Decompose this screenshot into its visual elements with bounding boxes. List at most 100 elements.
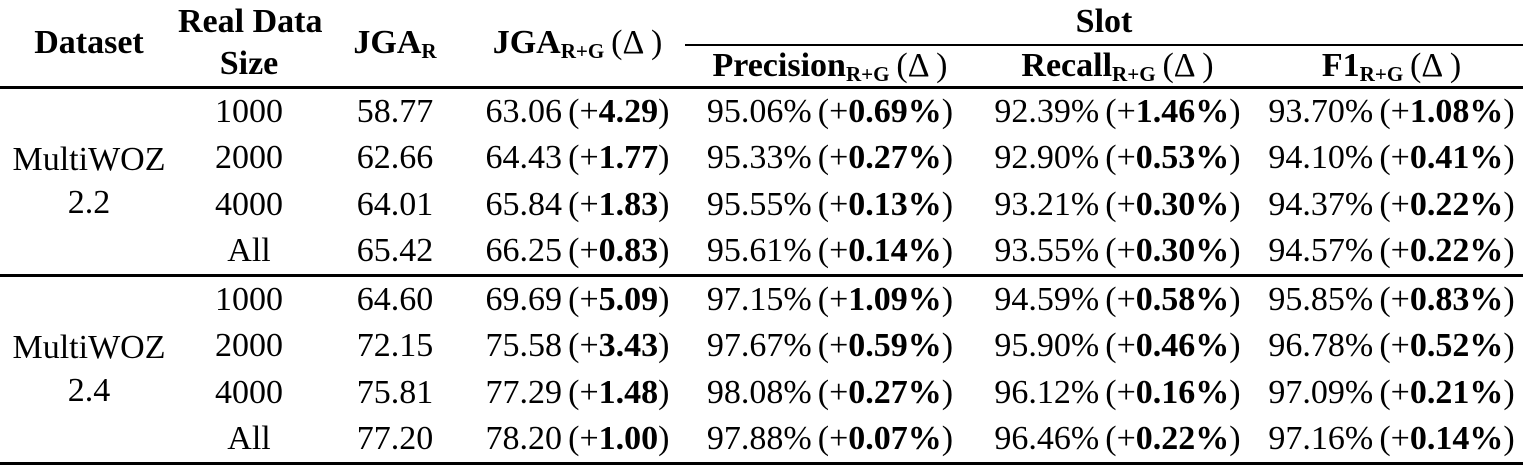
f1-cell-value: 97.16%	[1268, 420, 1374, 458]
jga-rg-cell-delta: 4.29	[598, 92, 659, 130]
f1-cell-delta: 0.22%	[1409, 186, 1504, 224]
precision-cell-close: )	[941, 327, 954, 365]
col-group-header-slot: Slot	[685, 0, 1523, 46]
f1-cell-delta: 0.21%	[1409, 374, 1504, 412]
precision-label: Precision	[712, 47, 846, 84]
recall-cell-open: (+	[1105, 92, 1136, 130]
f1-cell-open: (+	[1379, 327, 1410, 365]
jga-r-cell: 62.66	[356, 139, 434, 177]
col-header-precision: PrecisionR+G (Δ )	[685, 45, 975, 90]
recall-cell-open: (+	[1105, 232, 1136, 270]
recall-cell-open: (+	[1105, 280, 1136, 318]
jga-rg-cell: 69.69 (+5.09)	[470, 274, 685, 323]
recall-cell-close: )	[1229, 232, 1241, 270]
jga-r-cell: 58.77	[356, 92, 434, 130]
f1-cell-close: )	[1503, 374, 1515, 412]
precision-cell-close: )	[941, 280, 954, 318]
recall-cell-delta: 0.53%	[1135, 139, 1230, 177]
precision-cell-value: 97.67%	[706, 327, 812, 365]
jga-rg-cell-open: (+	[568, 186, 599, 224]
precision-cell-delta: 1.09%	[848, 280, 942, 318]
size-cell: 2000	[215, 139, 283, 177]
jga-rg-cell-close: )	[658, 327, 670, 365]
recall-cell: 96.12% (+0.16%)	[975, 370, 1260, 417]
precision-subscript: R+G	[845, 61, 890, 86]
precision-cell-open: (+	[817, 420, 849, 458]
jga-rg-cell-delta: 1.48	[598, 374, 659, 412]
recall-subscript: R+G	[1112, 61, 1156, 86]
precision-cell-close: )	[941, 139, 954, 177]
precision-cell-close: )	[941, 374, 954, 412]
precision-cell-value: 95.06%	[706, 92, 812, 130]
col-header-dataset: Dataset	[0, 0, 178, 90]
jga-rg-cell-value: 78.20	[485, 420, 563, 458]
f1-cell: 96.78% (+0.52%)	[1260, 323, 1523, 370]
recall-cell-open: (+	[1105, 420, 1136, 458]
f1-cell: 94.10% (+0.41%)	[1260, 135, 1523, 182]
precision-cell-delta: 0.59%	[848, 327, 942, 365]
precision-cell: 95.33% (+0.27%)	[685, 135, 975, 182]
f1-cell-close: )	[1503, 420, 1515, 458]
recall-cell-value: 93.21%	[994, 186, 1100, 224]
jga-rg-cell: 78.20 (+1.00)	[470, 417, 685, 464]
dataset-line-2: 2.2	[67, 183, 111, 221]
precision-cell-delta: 0.13%	[848, 186, 942, 224]
recall-cell-delta: 0.22%	[1135, 420, 1230, 458]
jga-rg-cell-delta: 1.77	[598, 139, 659, 177]
f1-cell-delta: 0.83%	[1409, 280, 1504, 318]
precision-cell-value: 95.61%	[706, 232, 812, 270]
f1-cell-open: (+	[1379, 420, 1410, 458]
precision-cell: 98.08% (+0.27%)	[685, 370, 975, 417]
precision-cell: 97.88% (+0.07%)	[685, 417, 975, 464]
recall-cell-delta: 0.30%	[1135, 186, 1230, 224]
f1-subscript: R+G	[1359, 61, 1404, 86]
jga-rg-cell-close: )	[658, 232, 670, 270]
precision-cell-value: 98.08%	[706, 374, 812, 412]
precision-cell-value: 95.33%	[706, 139, 812, 177]
jga-r-cell: 65.42	[356, 232, 434, 270]
size-cell: All	[227, 232, 271, 270]
dataset-line-1: MultiWOZ	[12, 329, 166, 367]
table-row: All 77.20 78.20 (+1.00) 97.88% (+0.07%) 96.46%…	[0, 417, 1523, 464]
col-header-jga-r: JGAR	[320, 0, 470, 90]
jga-r-cell: 75.81	[356, 374, 434, 412]
recall-cell-open: (+	[1105, 374, 1136, 412]
recall-cell: 93.55% (+0.30%)	[975, 229, 1260, 276]
recall-cell-close: )	[1229, 420, 1241, 458]
precision-cell-close: )	[941, 186, 954, 224]
jga-rg-cell-open: (+	[568, 139, 599, 177]
f1-cell-value: 95.85%	[1268, 280, 1374, 318]
precision-cell-open: (+	[817, 374, 849, 412]
jga-r-cell: 72.15	[356, 327, 434, 365]
recall-cell-value: 96.12%	[994, 374, 1100, 412]
precision-cell-delta: 0.27%	[848, 374, 942, 412]
jga-rg-cell-delta: 5.09	[598, 280, 659, 318]
jga-r-subscript: R	[421, 38, 437, 63]
precision-cell-open: (+	[817, 186, 849, 224]
f1-cell-value: 94.10%	[1268, 139, 1374, 177]
real-data-size-line2: Size	[219, 45, 279, 83]
header-row-sub: PrecisionR+G (Δ ) RecallR+G (Δ ) F1R+G (Δ )	[0, 45, 1523, 90]
recall-cell-value: 93.55%	[994, 232, 1100, 270]
jga-rg-label: JGA	[492, 24, 561, 61]
precision-cell-close: )	[941, 232, 954, 270]
jga-rg-cell-open: (+	[568, 232, 599, 270]
size-cell: 1000	[178, 274, 320, 323]
precision-cell-close: )	[941, 420, 954, 458]
jga-rg-cell-open: (+	[568, 374, 599, 412]
f1-cell-close: )	[1503, 232, 1515, 270]
recall-cell-open: (+	[1105, 139, 1136, 177]
precision-cell: 97.67% (+0.59%)	[685, 323, 975, 370]
size-cell: 4000	[215, 186, 283, 224]
jga-rg-cell-value: 77.29	[485, 374, 563, 412]
table-body: MultiWOZ 2.2 1000 58.77 63.06 (+4.29) 95.06% (+…	[0, 88, 1523, 464]
precision-cell-value: 97.15%	[706, 280, 812, 318]
jga-rg-cell-value: 64.43	[485, 139, 563, 177]
jga-rg-cell-open: (+	[568, 92, 599, 130]
dataset-cell: MultiWOZ 2.4	[0, 274, 178, 464]
jga-rg-cell-close: )	[658, 280, 670, 318]
precision-cell-open: (+	[817, 139, 849, 177]
recall-cell: 95.90% (+0.46%)	[975, 323, 1260, 370]
recall-cell-value: 92.90%	[994, 139, 1100, 177]
f1-cell-open: (+	[1379, 186, 1410, 224]
